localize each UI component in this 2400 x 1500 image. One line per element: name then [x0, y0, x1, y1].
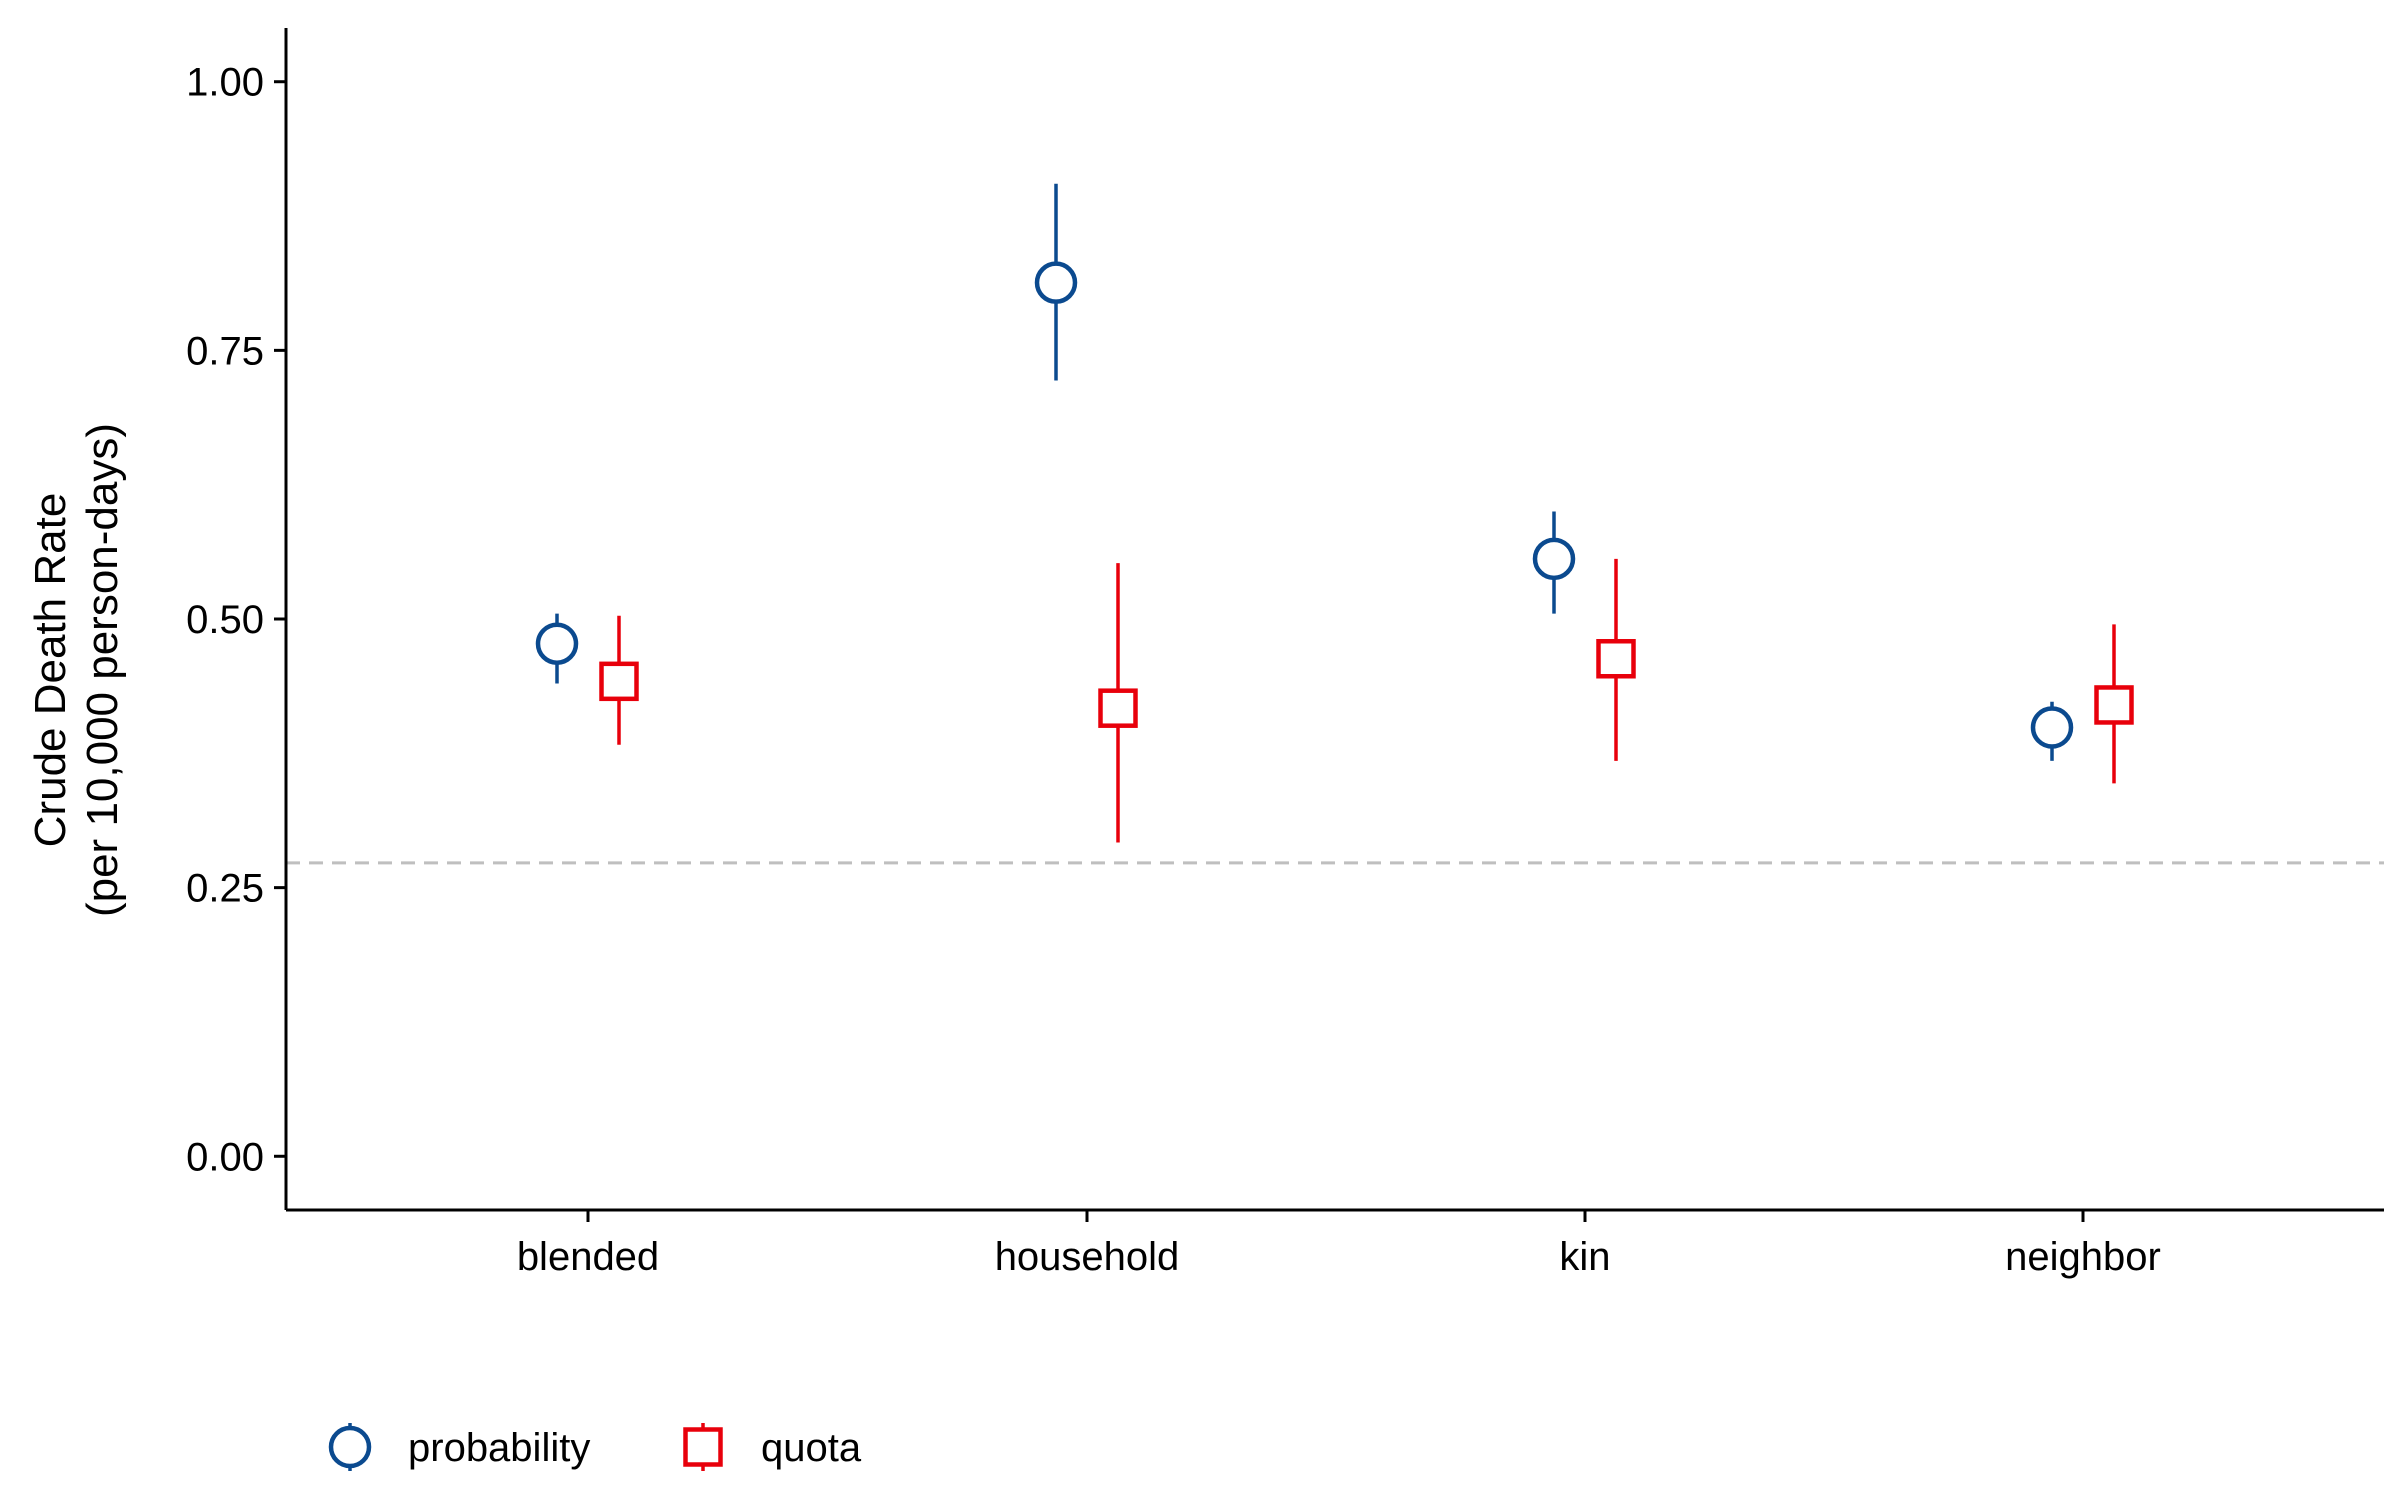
y-tick-label: 1.00	[186, 61, 264, 105]
x-tick-label: neighbor	[2005, 1235, 2161, 1279]
y-axis-title-line-1: Crude Death Rate	[26, 493, 75, 848]
x-tick-label: household	[995, 1235, 1180, 1279]
series-probability	[535, 183, 2074, 761]
data-point	[1098, 688, 1138, 728]
y-axis-title-line-2: (per 10,000 person-days)	[78, 423, 127, 917]
legend-item-probability: probability	[328, 1423, 590, 1471]
legend-item-quota: quota	[683, 1423, 862, 1471]
data-point	[2030, 706, 2074, 749]
x-tick-label: blended	[517, 1235, 659, 1279]
data-point	[2094, 685, 2134, 725]
legend: probability quota	[328, 1423, 862, 1471]
legend-key-square	[683, 1427, 723, 1467]
legend-key-circle	[328, 1425, 372, 1469]
series	[535, 183, 2134, 843]
legend-label: probability	[408, 1426, 590, 1470]
y-tick-label: 0.75	[186, 329, 264, 373]
data-point	[535, 622, 579, 665]
y-tick-label: 0.00	[186, 1135, 264, 1179]
y-axis-title: Crude Death Rate (per 10,000 person-days…	[26, 423, 127, 917]
x-ticks: blended household kin neighbor	[517, 1210, 2161, 1279]
data-point	[1532, 537, 1576, 581]
x-tick-label: kin	[1559, 1235, 1610, 1279]
y-tick-label: 0.50	[186, 598, 264, 642]
legend-label: quota	[761, 1426, 862, 1470]
y-tick-label: 0.25	[186, 867, 264, 911]
series-quota	[599, 558, 2134, 843]
data-point	[1034, 261, 1078, 304]
data-point	[1596, 639, 1636, 679]
data-point	[599, 661, 639, 702]
y-ticks: 0.00 0.25 0.50 0.75 1.00	[186, 61, 286, 1179]
axes	[284, 28, 2384, 1212]
